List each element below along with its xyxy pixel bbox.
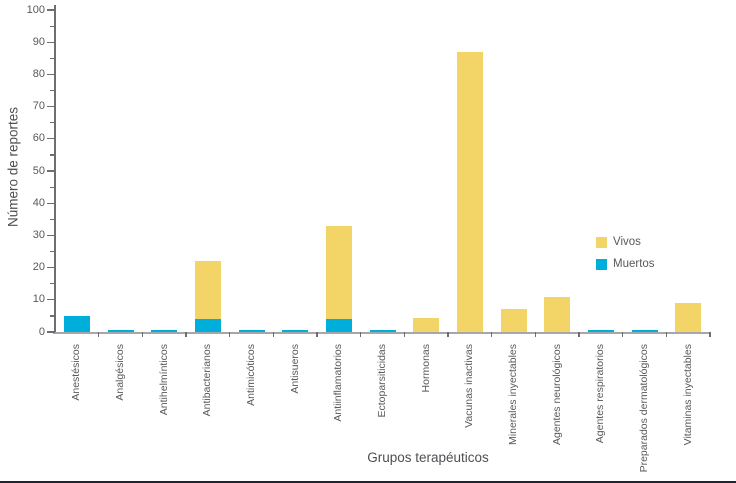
y-axis-tick-label: 90: [32, 35, 45, 48]
y-axis-tick-label: 100: [26, 3, 45, 16]
y-axis-tick-label: 30: [32, 228, 45, 241]
x-axis-category-label: Antisueros: [288, 344, 301, 394]
y-axis-major-tick: [47, 170, 55, 172]
y-axis-minor-tick: [50, 186, 55, 188]
bar-segment-vivos: [413, 317, 440, 332]
y-axis-tick-label: 20: [32, 261, 45, 274]
y-axis-minor-tick: [50, 283, 55, 285]
x-axis-tick: [141, 332, 144, 337]
x-axis-baseline: [53, 331, 711, 334]
y-axis-tick-label: 40: [32, 196, 45, 209]
x-axis-tick: [272, 332, 275, 337]
y-axis-minor-tick: [50, 218, 55, 220]
x-axis-category-label: Preparados dermatológicos: [638, 344, 650, 473]
bar-segment-vivos: [500, 309, 527, 332]
legend-item-vivos: Vivos: [596, 236, 655, 248]
bar-segment-muertos: [282, 330, 309, 332]
bar-segment-muertos: [63, 315, 90, 332]
legend-color-swatch: [596, 236, 607, 248]
x-axis-tick: [622, 332, 624, 337]
legend-color-swatch: [596, 258, 607, 270]
plot-area: 0 10 20 30 40 50 60 70 80 90 100: [27, 4, 711, 338]
x-axis-tick: [534, 332, 537, 337]
y-axis-major-tick: [47, 41, 55, 43]
x-axis-tick: [403, 332, 406, 337]
x-axis-tick: [447, 332, 449, 337]
bar-segment-muertos: [325, 319, 352, 332]
legend-label: Muertos: [613, 258, 655, 270]
bar-segment-muertos: [631, 330, 658, 332]
x-axis-category-label: Antiinflamatorios: [332, 344, 345, 422]
y-axis-major-tick: [47, 299, 55, 301]
y-axis-minor-tick: [50, 250, 55, 253]
legend: Vivos Muertos: [596, 236, 655, 280]
bar-segment-vivos: [456, 51, 483, 332]
y-axis-tick-label: 70: [32, 100, 45, 113]
x-axis-category-label: Anestésicos: [70, 344, 83, 401]
x-axis-title: Grupos terapéuticos: [367, 450, 489, 465]
x-axis-category-label: Antibacterianos: [201, 344, 214, 417]
y-axis-major-tick: [47, 234, 55, 237]
x-axis-tick: [491, 332, 493, 337]
x-axis-category-label: Antihelmínticos: [157, 344, 170, 416]
y-axis-tick-label: 60: [32, 132, 45, 145]
bar-segment-muertos: [151, 330, 178, 332]
bar-segment-vivos: [675, 303, 702, 332]
y-axis-tick-label: 10: [32, 293, 45, 306]
bar-segment-muertos: [587, 330, 614, 332]
y-axis-minor-tick: [50, 315, 55, 317]
y-axis-tick-label: 80: [32, 67, 45, 80]
y-axis-major-tick: [47, 9, 55, 11]
bar-segment-muertos: [238, 330, 265, 332]
y-axis-minor-tick: [50, 122, 55, 124]
bar-segment-muertos: [369, 330, 396, 332]
x-axis-category-label: Vacunas inactivas: [463, 344, 476, 428]
x-axis-category-label: Vitaminas inyectables: [681, 344, 694, 446]
y-axis-major-tick: [47, 202, 55, 204]
y-axis-tick-label: 50: [32, 164, 45, 177]
legend-label: Vivos: [613, 236, 641, 248]
y-axis-minor-tick: [50, 154, 55, 156]
y-axis-line: [54, 5, 56, 333]
bar-segment-vivos: [325, 225, 352, 320]
x-axis-tick: [229, 332, 231, 337]
x-axis-tick: [98, 332, 100, 337]
y-axis-major-tick: [47, 106, 55, 108]
bottom-border-line: [0, 481, 736, 483]
x-axis-category-label: Analgésicos: [114, 344, 126, 401]
x-axis-tick: [578, 332, 580, 337]
x-axis-category-label: Agentes neurológicos: [550, 344, 563, 445]
x-axis-category-label: Minerales inyectables: [507, 344, 519, 445]
x-axis-tick: [665, 332, 668, 337]
bar-segment-vivos: [544, 296, 571, 332]
y-axis-major-tick: [47, 73, 55, 76]
x-axis-category-label: Hormonas: [419, 344, 432, 393]
y-axis-major-tick: [47, 331, 55, 333]
x-axis-category-label: Antimicóticos: [245, 344, 257, 406]
bar-segment-muertos: [107, 330, 134, 332]
y-axis-major-tick: [47, 138, 55, 140]
bar-segment-vivos: [194, 261, 221, 320]
y-axis-tick-label: 0: [38, 325, 45, 338]
x-axis-category-label: Ectoparsiticidas: [376, 344, 388, 418]
legend-item-muertos: Muertos: [596, 258, 655, 270]
y-axis-minor-tick: [50, 89, 55, 92]
x-axis-tick: [360, 332, 362, 337]
y-axis-minor-tick: [50, 57, 55, 59]
x-axis-category-label: Agentes respiratorios: [594, 344, 607, 444]
x-axis-tick: [709, 332, 711, 337]
x-axis-tick: [185, 332, 187, 337]
bar-segment-muertos: [194, 319, 221, 332]
y-axis-minor-tick: [50, 25, 55, 27]
y-axis-major-tick: [47, 267, 55, 269]
x-axis-tick: [316, 332, 318, 337]
